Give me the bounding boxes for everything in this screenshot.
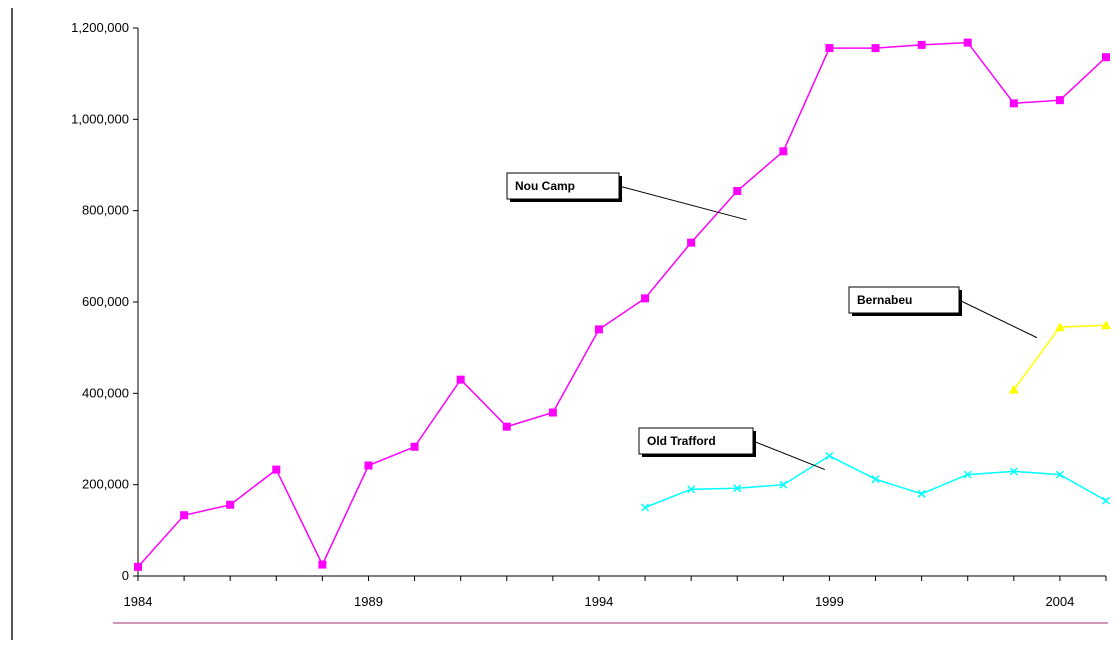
data-point — [1055, 470, 1064, 479]
data-point — [1101, 320, 1111, 330]
data-point — [871, 475, 880, 484]
data-point-stroke — [1055, 470, 1064, 479]
callout-label: Nou Camp — [515, 179, 575, 193]
x-tick-label: 1994 — [584, 594, 613, 609]
data-point — [641, 294, 650, 303]
y-tick-label: 400,000 — [82, 385, 129, 400]
data-point-stroke — [1101, 496, 1111, 505]
data-point — [779, 147, 788, 156]
callout-label: Bernabeu — [857, 293, 912, 307]
series-line-nou-camp — [137, 41, 1107, 568]
data-point — [687, 238, 696, 247]
data-point — [502, 422, 511, 431]
y-tick-label: 1,200,000 — [71, 20, 129, 35]
data-point — [779, 480, 788, 489]
data-point — [134, 562, 142, 571]
callout-old-trafford: Old Trafford — [638, 427, 826, 471]
data-point — [1054, 322, 1065, 332]
data-point — [917, 489, 926, 498]
callout-nou-camp: Nou Camp — [506, 172, 747, 221]
data-point-stroke — [641, 503, 650, 512]
data-point-stroke — [1009, 467, 1018, 476]
x-tick-label: 1984 — [124, 594, 153, 609]
data-point-stroke — [687, 485, 696, 494]
data-point — [1055, 96, 1064, 105]
callout-leader-line — [752, 440, 826, 471]
data-point — [364, 461, 373, 470]
data-point-stroke — [779, 480, 788, 489]
series-old-trafford — [641, 451, 1111, 512]
data-point — [1009, 467, 1018, 476]
callout-box — [848, 286, 960, 314]
data-point — [917, 40, 926, 49]
callout-box — [506, 172, 620, 200]
x-tick-label: 1999 — [815, 594, 844, 609]
axes: 0 200,000 400,000 600,000 800,000 1,000,000 1,… — [71, 20, 1107, 609]
data-point — [272, 465, 281, 474]
data-point — [548, 408, 557, 417]
data-point-stroke — [917, 489, 926, 498]
y-tick-label: 1,000,000 — [71, 111, 129, 126]
data-point — [410, 442, 419, 451]
callout-label: Old Trafford — [647, 434, 716, 448]
data-point-stroke — [825, 451, 834, 460]
y-tick-label: 600,000 — [82, 294, 129, 309]
y-tick-label: 200,000 — [82, 477, 129, 492]
callout-leader-line — [618, 185, 747, 221]
data-point — [963, 470, 972, 479]
series-group — [134, 38, 1111, 571]
series-line-bernabeu — [1013, 324, 1107, 391]
callout-box — [638, 427, 754, 455]
data-point — [318, 560, 327, 569]
callouts: Nou Camp Bernabeu Old Trafford — [506, 172, 1038, 471]
data-point — [1009, 99, 1018, 108]
data-point — [733, 484, 742, 493]
x-tick-label: 1989 — [354, 594, 383, 609]
y-tick-label: 0 — [122, 568, 129, 583]
series-line-old-trafford — [644, 455, 1107, 509]
callout-bernabeu: Bernabeu — [848, 286, 1038, 339]
series-nou-camp — [134, 38, 1110, 571]
y-tick-label: 800,000 — [82, 203, 129, 218]
data-point — [825, 44, 834, 53]
data-point — [1101, 496, 1111, 505]
data-point — [180, 511, 189, 520]
data-point-stroke — [733, 484, 742, 493]
data-point — [871, 44, 880, 53]
callout-leader-line — [958, 299, 1038, 339]
data-point — [1102, 53, 1110, 62]
data-point-stroke — [963, 470, 972, 479]
data-point — [594, 325, 603, 334]
data-point — [687, 485, 696, 494]
data-point — [641, 503, 650, 512]
data-point — [456, 375, 465, 384]
x-tick-label: 2004 — [1045, 594, 1074, 609]
data-point — [733, 187, 742, 196]
series-bernabeu — [1008, 320, 1111, 394]
data-point — [963, 38, 972, 47]
data-point-stroke — [871, 475, 880, 484]
data-point — [226, 500, 235, 509]
data-point — [825, 451, 834, 460]
data-point — [1008, 384, 1019, 394]
